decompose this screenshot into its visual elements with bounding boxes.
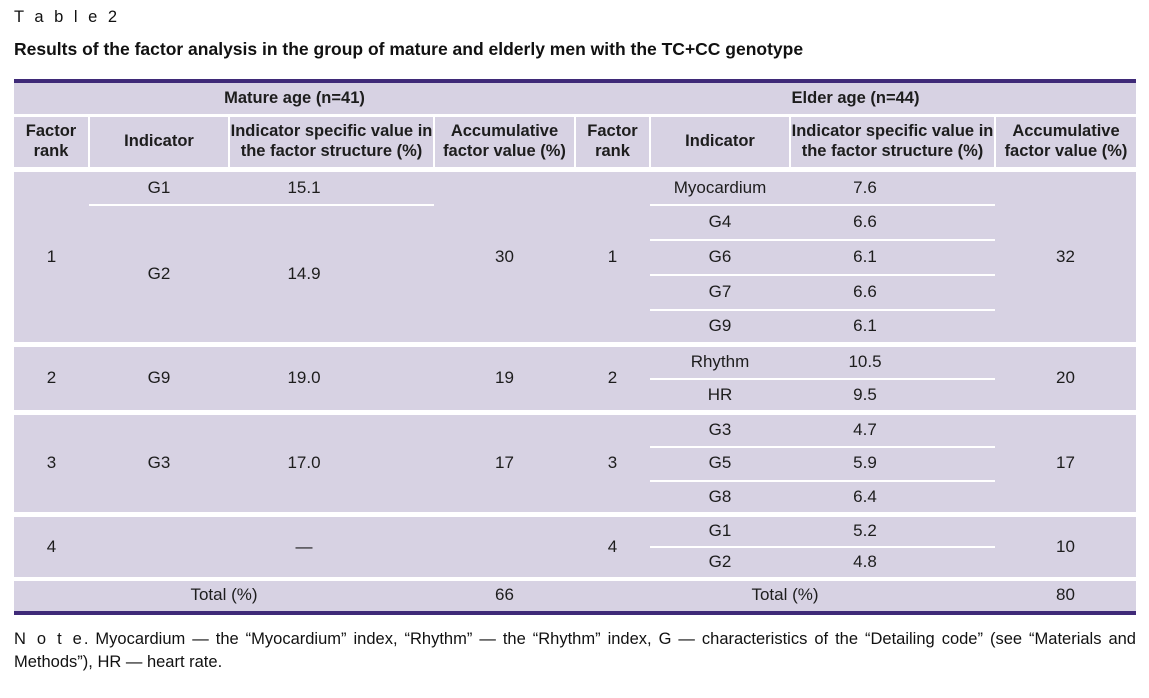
table-row: G5 5.9 bbox=[14, 446, 1136, 482]
value-cell: 4.7 bbox=[790, 410, 995, 448]
table-row: G9 6.1 bbox=[14, 309, 1136, 345]
table-row: G6 6.1 bbox=[14, 239, 1136, 276]
indicator-cell: G5 bbox=[650, 446, 790, 482]
table-row: G2 14.9 G4 6.6 bbox=[14, 204, 1136, 345]
total-row: Total (%) 66 Total (%) 80 bbox=[14, 576, 1136, 611]
column-header: Indicator specific value in the factor s… bbox=[790, 115, 996, 170]
value-cell: 6.1 bbox=[790, 239, 995, 276]
value-cell: — bbox=[229, 512, 434, 579]
table-title: Results of the factor analysis in the gr… bbox=[14, 39, 804, 59]
indicator-cell: G9 bbox=[89, 342, 229, 413]
indicator-cell bbox=[89, 512, 229, 579]
column-header: Accumulative factor value (%) bbox=[434, 115, 576, 170]
total-label-mature: Total (%) bbox=[14, 576, 434, 611]
indicator-cell: G1 bbox=[650, 512, 790, 548]
factor-rank-cell: 1 bbox=[14, 167, 89, 345]
factor-analysis-table: Mature age (n=41) Elder age (n=44) Factor … bbox=[14, 83, 1136, 611]
table-row: 3 G3 17.0 17 3 G3 4.7 17 bbox=[14, 410, 1136, 515]
column-header-row: Factor rank Indicator Indicator specific v… bbox=[14, 115, 1136, 170]
indicator-cell: G6 bbox=[650, 239, 790, 276]
group-header-mature: Mature age (n=41) bbox=[14, 83, 575, 117]
value-cell: 5.9 bbox=[790, 446, 995, 482]
value-cell: 17.0 bbox=[229, 410, 434, 515]
value-cell: 9.5 bbox=[790, 378, 995, 413]
value-cell: 10.5 bbox=[790, 342, 995, 380]
value-cell: 4.8 bbox=[790, 546, 995, 579]
value-cell: 14.9 bbox=[229, 204, 434, 345]
column-header: Factor rank bbox=[14, 115, 90, 170]
column-header: Indicator bbox=[650, 115, 791, 170]
factor-rank-cell: 3 bbox=[575, 410, 650, 515]
total-label-elder: Total (%) bbox=[575, 576, 995, 611]
total-value-elder: 80 bbox=[995, 576, 1136, 611]
table-row: 2 G9 19.0 19 2 Rhythm 10.5 20 bbox=[14, 342, 1136, 413]
indicator-cell: G4 bbox=[650, 204, 790, 241]
indicator-cell: G8 bbox=[650, 480, 790, 515]
note-text: Myocardium — the “Myocardium” index, “Rh… bbox=[14, 629, 1136, 672]
indicator-cell: G1 bbox=[89, 167, 229, 206]
factor-analysis-table-wrap: Mature age (n=41) Elder age (n=44) Factor … bbox=[14, 79, 1136, 615]
factor-rank-cell: 2 bbox=[575, 342, 650, 413]
note-label: N o t e. bbox=[14, 629, 91, 648]
indicator-cell: G9 bbox=[650, 309, 790, 345]
indicator-cell: G3 bbox=[650, 410, 790, 448]
factor-rank-cell: 4 bbox=[575, 512, 650, 579]
table-label: T a b l e 2 bbox=[14, 8, 121, 26]
table-row: G2 4.8 bbox=[14, 546, 1136, 579]
accumulative-cell: 30 bbox=[434, 167, 575, 345]
accumulative-cell: 19 bbox=[434, 342, 575, 413]
table-row: G8 6.4 bbox=[14, 480, 1136, 515]
accumulative-cell: 32 bbox=[995, 167, 1136, 345]
value-cell: 6.6 bbox=[790, 204, 995, 241]
column-header: Indicator bbox=[89, 115, 230, 170]
value-cell: 7.6 bbox=[790, 167, 995, 206]
indicator-cell: G7 bbox=[650, 274, 790, 311]
factor-rank-cell: 3 bbox=[14, 410, 89, 515]
table-row: HR 9.5 bbox=[14, 378, 1136, 413]
factor-rank-cell: 4 bbox=[14, 512, 89, 579]
accumulative-cell: 20 bbox=[995, 342, 1136, 413]
value-cell: 6.4 bbox=[790, 480, 995, 515]
accumulative-cell: 17 bbox=[434, 410, 575, 515]
column-header: Factor rank bbox=[575, 115, 651, 170]
indicator-cell: G3 bbox=[89, 410, 229, 515]
column-header: Accumulative factor value (%) bbox=[995, 115, 1136, 170]
table-row: 1 G1 15.1 30 1 Myocardium 7.6 32 bbox=[14, 167, 1136, 345]
accumulative-cell bbox=[434, 512, 575, 579]
table-row: 4—4 G1 5.2 10 bbox=[14, 512, 1136, 579]
column-header: Indicator specific value in the factor s… bbox=[229, 115, 435, 170]
indicator-cell: Myocardium bbox=[650, 167, 790, 206]
group-header-row: Mature age (n=41) Elder age (n=44) bbox=[14, 83, 1136, 117]
indicator-cell: G2 bbox=[89, 204, 229, 345]
group-header-elder: Elder age (n=44) bbox=[575, 83, 1136, 117]
factor-rank-cell: 2 bbox=[14, 342, 89, 413]
value-cell: 19.0 bbox=[229, 342, 434, 413]
value-cell: 6.6 bbox=[790, 274, 995, 311]
table-row: G7 6.6 bbox=[14, 274, 1136, 311]
indicator-cell: HR bbox=[650, 378, 790, 413]
factor-rank-cell: 1 bbox=[575, 167, 650, 345]
value-cell: 15.1 bbox=[229, 167, 434, 206]
table-note: N o t e. Myocardium — the “Myocardium” in… bbox=[14, 628, 1136, 675]
value-cell: 6.1 bbox=[790, 309, 995, 345]
value-cell: 5.2 bbox=[790, 512, 995, 548]
accumulative-cell: 10 bbox=[995, 512, 1136, 579]
accumulative-cell: 17 bbox=[995, 410, 1136, 515]
indicator-cell: G2 bbox=[650, 546, 790, 579]
total-value-mature: 66 bbox=[434, 576, 575, 611]
indicator-cell: Rhythm bbox=[650, 342, 790, 380]
